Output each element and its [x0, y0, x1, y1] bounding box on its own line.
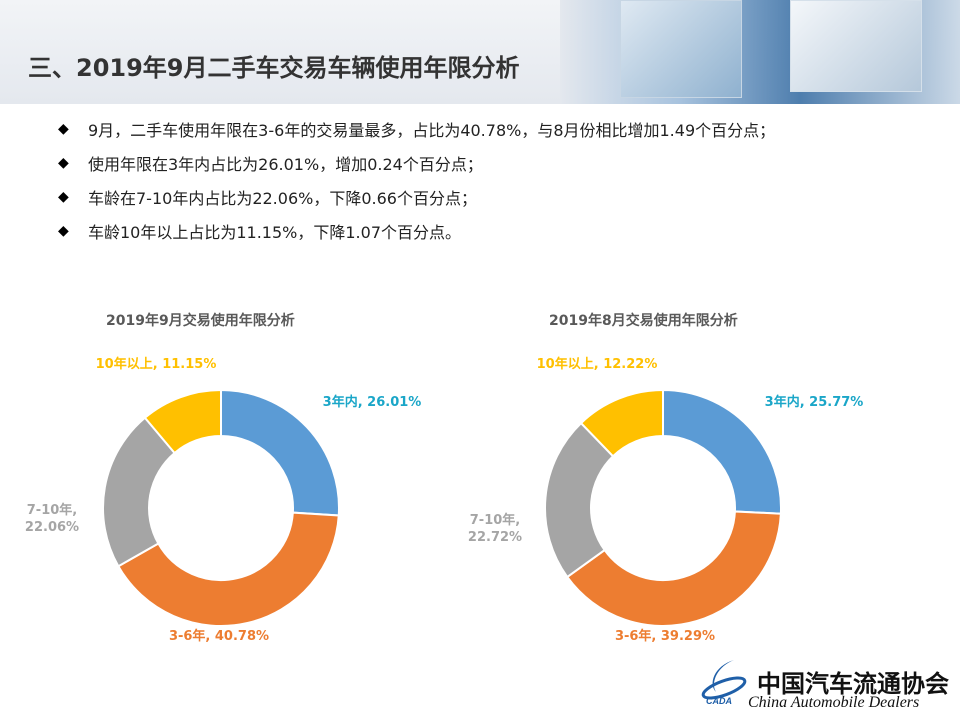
bullet-text: 使用年限在3年内占比为26.01%，增加0.24个百分点；: [88, 155, 483, 174]
diamond-bullet-icon: ◆: [58, 155, 69, 171]
org-name-en: China Automobile Dealers: [748, 694, 920, 711]
org-name-cn: 中国汽车流通协会: [757, 670, 949, 698]
header-banner: 三、2019年9月二手车交易车辆使用年限分析: [0, 0, 960, 104]
header-decoration: [560, 0, 960, 104]
decor-cube: [790, 0, 922, 92]
donut-slice-aug-over-10y: [579, 388, 664, 458]
donut-slice-aug-within-3y: [662, 388, 782, 515]
donut-slice-sep-within-3y: [220, 388, 340, 517]
data-label-sep-over-10y: 10年以上, 11.15%: [96, 356, 217, 372]
bullet-item: ◆ 使用年限在3年内占比为26.01%，增加0.24个百分点；: [58, 146, 775, 180]
decor-cube: [620, 0, 742, 98]
data-label-aug-7-10y: 7-10年, 22.72%: [468, 512, 522, 545]
data-label-sep-7-10y: 7-10年, 22.06%: [25, 502, 79, 535]
data-label-aug-over-10y: 10年以上, 12.22%: [537, 356, 658, 372]
diamond-bullet-icon: ◆: [58, 223, 69, 239]
diamond-bullet-icon: ◆: [58, 121, 69, 137]
bullet-item: ◆ 车龄10年以上占比为11.15%，下降1.07个百分点。: [58, 214, 775, 248]
page-title: 三、2019年9月二手车交易车辆使用年限分析: [28, 54, 520, 82]
donut-slice-aug-3-6y: [565, 510, 782, 627]
donut-slice-sep-3-6y: [116, 511, 340, 627]
data-label-aug-3-6y: 3-6年, 39.29%: [615, 628, 715, 644]
bullet-list: ◆ 9月，二手车使用年限在3-6年的交易量最多，占比为40.78%，与8月份相比…: [58, 112, 775, 248]
diamond-bullet-icon: ◆: [58, 189, 69, 205]
bullet-text: 车龄在7-10年内占比为22.06%，下降0.66个百分点；: [88, 189, 477, 208]
bullet-text: 9月，二手车使用年限在3-6年的交易量最多，占比为40.78%，与8月份相比增加…: [88, 121, 776, 140]
logo-text: CADA: [706, 696, 732, 706]
bullet-text: 车龄10年以上占比为11.15%，下降1.07个百分点。: [88, 223, 461, 242]
cada-logo-icon: CADA: [701, 660, 747, 706]
chart-title-sep: 2019年9月交易使用年限分析: [106, 313, 295, 329]
data-label-sep-within-3y: 3年内, 26.01%: [323, 394, 422, 410]
data-label-sep-3-6y: 3-6年, 40.78%: [169, 628, 269, 644]
chart-title-aug: 2019年8月交易使用年限分析: [549, 313, 738, 329]
bullet-item: ◆ 车龄在7-10年内占比为22.06%，下降0.66个百分点；: [58, 180, 775, 214]
donut-slice-sep-over-10y: [143, 388, 222, 455]
bullet-item: ◆ 9月，二手车使用年限在3-6年的交易量最多，占比为40.78%，与8月份相比…: [58, 112, 775, 146]
data-label-aug-within-3y: 3年内, 25.77%: [765, 394, 864, 410]
